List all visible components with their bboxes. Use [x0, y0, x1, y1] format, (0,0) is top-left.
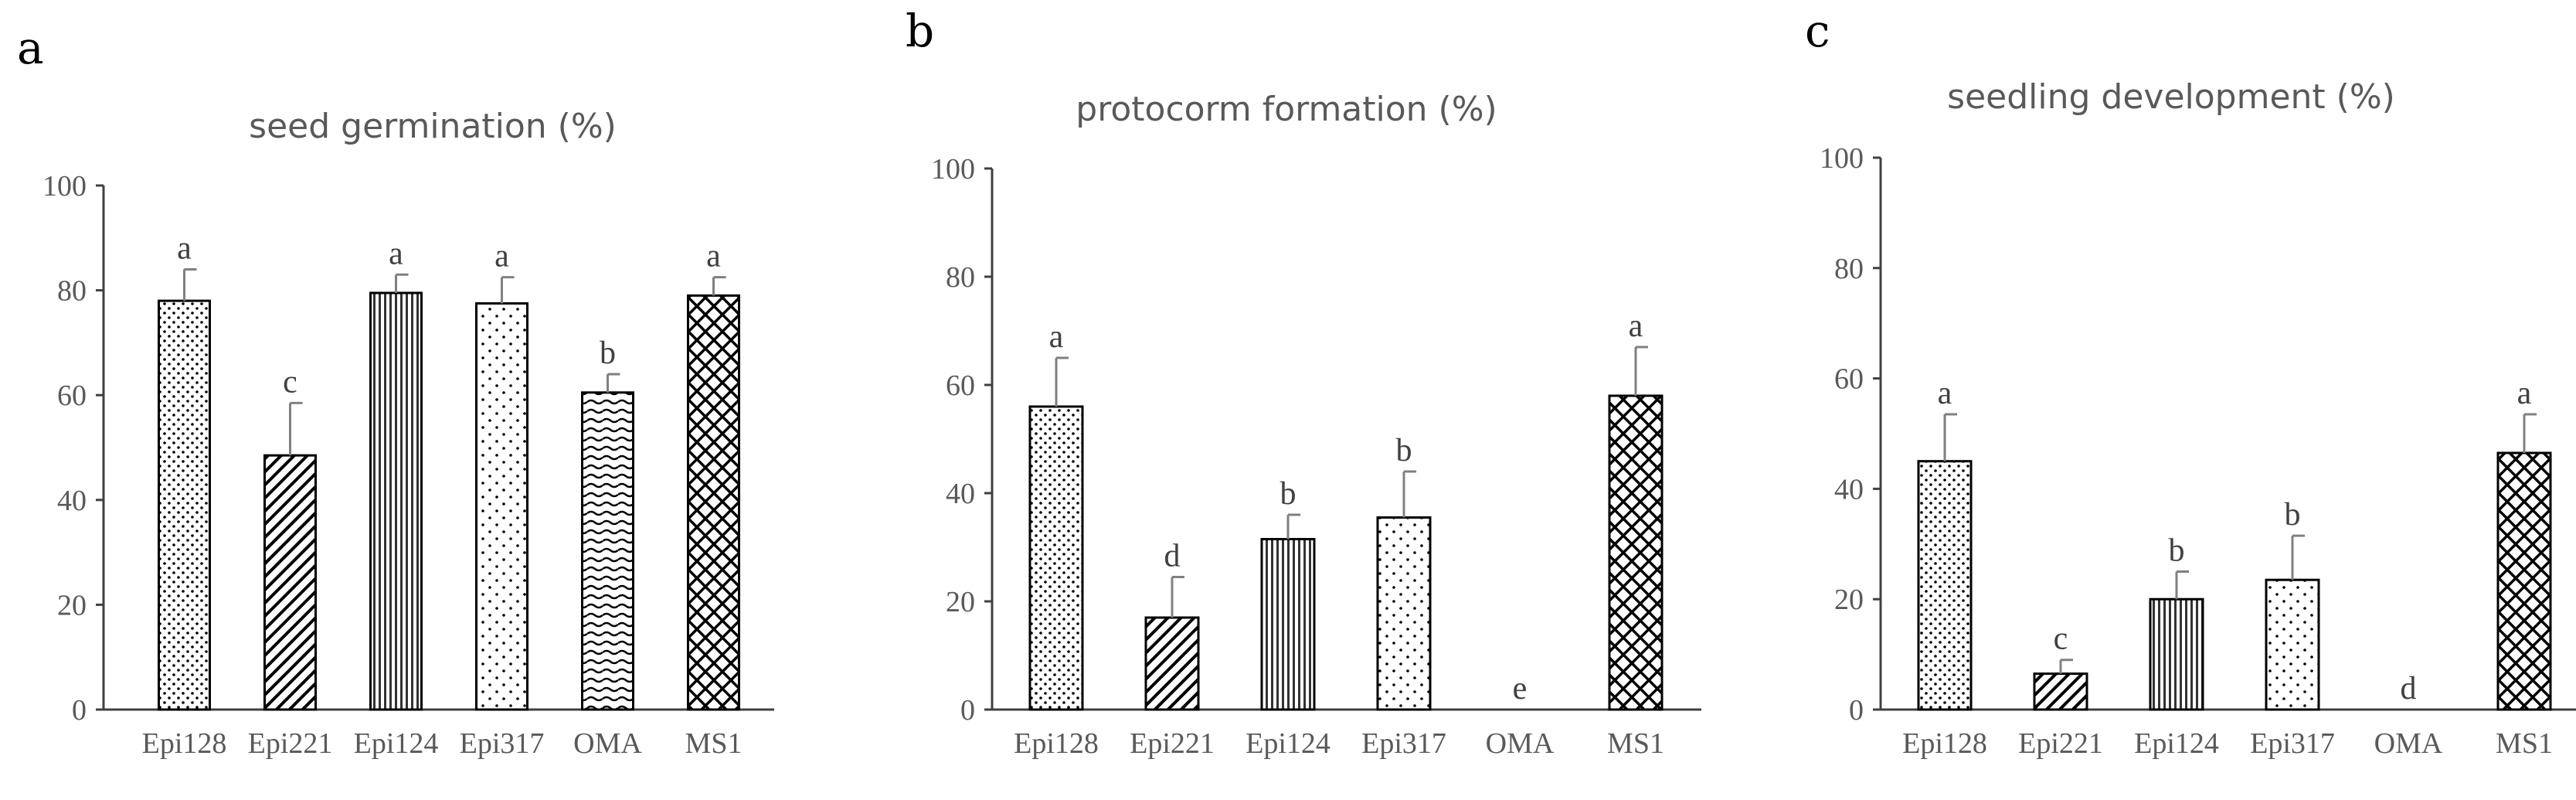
x-tick-label: OMA	[2374, 727, 2443, 760]
x-tick-label: Epi124	[1246, 727, 1330, 760]
significance-letter: e	[1513, 671, 1528, 706]
y-tick-label: 0	[960, 694, 975, 727]
bar-epi128	[1917, 460, 1973, 711]
panel-letter: b	[906, 5, 934, 57]
bar-epi128	[1028, 405, 1084, 711]
x-tick-label: Epi221	[248, 727, 333, 760]
y-tick-label: 0	[1849, 694, 1864, 727]
bar-epi317	[2265, 578, 2320, 711]
x-tick-label: Epi317	[2250, 727, 2335, 760]
significance-letter: c	[283, 364, 297, 400]
bar-epi124	[1260, 538, 1316, 711]
x-tick-label: Epi317	[1361, 727, 1446, 760]
y-tick-label: 40	[946, 478, 975, 510]
x-tick-label: MS1	[1607, 727, 1664, 760]
significance-letter: b	[600, 335, 616, 371]
y-tick-label: 100	[1820, 142, 1864, 175]
chart-title: seedling development (%)	[1947, 77, 2395, 117]
significance-letter: c	[2054, 621, 2068, 657]
significance-letter: d	[2401, 671, 2417, 706]
x-tick-label: MS1	[2496, 727, 2553, 760]
significance-letter: a	[1629, 308, 1643, 344]
bar-epi128	[158, 299, 211, 711]
significance-letter: a	[389, 236, 403, 271]
significance-letter: a	[1938, 376, 1952, 411]
significance-letter: b	[1396, 433, 1412, 468]
significance-letter: b	[1280, 476, 1296, 512]
x-tick-label: Epi221	[2018, 727, 2103, 760]
bar-epi221	[2033, 672, 2088, 711]
bar-epi124	[2149, 597, 2204, 711]
y-tick-label: 60	[1834, 363, 1864, 396]
significance-letter: a	[706, 239, 721, 274]
x-tick-label: Epi124	[354, 727, 439, 760]
significance-letter: b	[2285, 497, 2301, 533]
y-tick-label: 80	[1834, 253, 1864, 285]
significance-letter: b	[2169, 533, 2185, 569]
x-tick-label: Epi221	[1130, 727, 1215, 760]
x-tick-label: OMA	[1486, 727, 1555, 760]
bar-oma	[581, 391, 634, 711]
chart-panel-c: c seedling development (%) 0 20 40 60 80 100 a Ep…	[1805, 5, 2576, 760]
chart-panel-b: b protocorm formation (%) 0 20 40 60 80 100 a Epi…	[906, 5, 1701, 760]
x-tick-label: MS1	[685, 727, 743, 760]
y-tick-label: 80	[57, 275, 87, 308]
x-tick-label: Epi124	[2134, 727, 2219, 760]
y-tick-label: 60	[57, 380, 87, 412]
bar-epi221	[1144, 616, 1200, 711]
x-tick-label: Epi317	[460, 727, 545, 760]
y-tick-label: 40	[57, 485, 87, 517]
significance-letter: d	[1164, 539, 1181, 574]
y-tick-label: 80	[946, 261, 975, 294]
x-tick-label: Epi128	[142, 727, 227, 760]
significance-letter: a	[177, 230, 192, 266]
y-tick-label: 20	[946, 586, 975, 618]
x-tick-label: OMA	[573, 727, 642, 760]
significance-letter: a	[494, 239, 509, 274]
panel-letter: c	[1805, 5, 1830, 57]
chart-title: seed germination (%)	[249, 107, 617, 146]
panel-letter: a	[17, 22, 44, 74]
y-tick-label: 40	[1834, 473, 1864, 506]
y-tick-label: 60	[946, 369, 975, 402]
bar-ms1	[687, 294, 740, 711]
significance-letter: a	[1049, 319, 1064, 355]
chart-title: protocorm formation (%)	[1076, 90, 1497, 129]
y-tick-label: 20	[57, 589, 87, 621]
y-tick-label: 100	[42, 170, 87, 203]
y-tick-label: 0	[72, 694, 87, 727]
x-tick-label: Epi128	[1902, 727, 1987, 760]
bar-epi124	[369, 291, 423, 711]
significance-letter: a	[2517, 376, 2532, 411]
bar-epi221	[263, 454, 317, 711]
bar-ms1	[1608, 394, 1664, 711]
y-tick-label: 100	[931, 153, 975, 186]
bar-epi317	[475, 302, 528, 711]
bar-epi317	[1376, 516, 1432, 711]
chart-panel-a: a seed germination (%) 0 20 40 60 80 100 a Epi128…	[17, 22, 774, 760]
x-tick-label: Epi128	[1014, 727, 1099, 760]
y-tick-label: 20	[1834, 584, 1864, 616]
bar-ms1	[2496, 451, 2552, 711]
